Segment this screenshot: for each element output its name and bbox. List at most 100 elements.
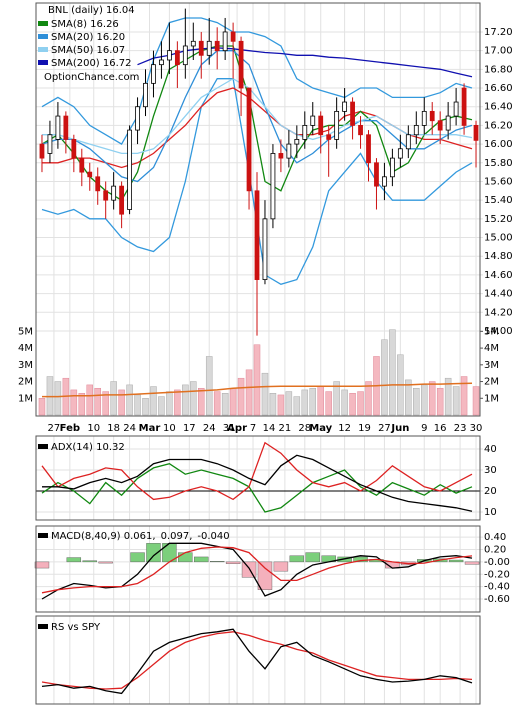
volume-bar xyxy=(341,389,348,416)
volume-bar xyxy=(142,398,149,416)
candle-body xyxy=(119,185,125,215)
candle-body xyxy=(326,134,332,140)
candle-body xyxy=(166,50,172,61)
volume-tick-label: 2M xyxy=(18,377,33,388)
histogram-bar xyxy=(194,556,209,563)
legend-label: 0.097, xyxy=(161,531,193,542)
volume-bar xyxy=(190,381,197,416)
annotation: OptionChance.com xyxy=(44,72,139,83)
series-line xyxy=(41,631,473,690)
candle-body xyxy=(190,40,196,47)
candle-body xyxy=(437,120,443,131)
candle-body xyxy=(453,101,459,117)
candle-body xyxy=(214,40,220,52)
volume-bar xyxy=(277,394,285,416)
volume-bar xyxy=(198,387,205,416)
volume-bar xyxy=(428,381,436,416)
volume-bar xyxy=(365,381,372,416)
volume-bar xyxy=(253,344,261,416)
y-tick-label: 0.40 xyxy=(484,532,506,543)
volume-bar xyxy=(421,384,428,416)
candle-body xyxy=(159,59,164,66)
volume-bar xyxy=(38,398,46,416)
volume-bar xyxy=(166,391,173,416)
legend-label: -0.040 xyxy=(197,531,229,542)
y-tick-label: -0.20 xyxy=(484,569,510,580)
candle-body xyxy=(246,87,252,192)
macd-frame xyxy=(35,525,481,613)
series-line xyxy=(42,454,473,512)
volume-tick-label: 3M xyxy=(18,360,33,371)
volume-bar xyxy=(229,387,237,416)
x-tick-label: 10 xyxy=(87,423,100,434)
candle-body xyxy=(151,64,156,84)
candle-body xyxy=(334,110,340,140)
x-tick-label: 9 xyxy=(421,423,427,434)
histogram-bar xyxy=(130,552,145,563)
candle-body xyxy=(374,162,379,187)
legend-label: SMA(20) 16.20 xyxy=(51,32,125,43)
candle-body xyxy=(222,31,228,52)
volume-bar xyxy=(94,387,101,416)
legend-swatch xyxy=(38,444,48,449)
x-tick-label: 24 xyxy=(203,423,216,434)
candle-body xyxy=(405,134,411,150)
y-tick-label: 20 xyxy=(484,486,497,497)
candle-body xyxy=(342,101,348,112)
legend-swatch xyxy=(38,624,48,629)
candle-body xyxy=(286,143,292,159)
histogram-bar xyxy=(209,561,225,563)
x-tick-label: Feb xyxy=(60,423,80,434)
candle-body xyxy=(461,87,467,126)
y-tick-label: 14.00 xyxy=(484,326,513,337)
x-tick-label: Mar xyxy=(139,423,161,434)
candle-body xyxy=(413,125,419,136)
histogram-bar xyxy=(273,561,289,572)
volume-bar xyxy=(182,384,189,416)
candle-body xyxy=(87,171,93,178)
volume-bar xyxy=(118,389,125,416)
price-frame xyxy=(35,2,481,417)
legend-swatch xyxy=(38,34,48,39)
y-tick-label: 16.80 xyxy=(484,64,513,75)
volume-bar xyxy=(436,387,444,416)
volume-bar xyxy=(261,372,269,416)
y-tick-label: -0.60 xyxy=(484,594,510,605)
volume-bar xyxy=(78,393,86,416)
y-tick-label: 17.20 xyxy=(484,27,513,38)
candle-body xyxy=(47,134,53,154)
candle-body xyxy=(318,115,324,136)
candle-body xyxy=(238,40,244,89)
volume-bar xyxy=(54,381,62,416)
y-tick-label: 16.40 xyxy=(484,102,513,113)
histogram-bar xyxy=(178,552,193,563)
y-tick-label: 15.00 xyxy=(484,233,513,244)
volume-average xyxy=(42,382,473,398)
series-line xyxy=(41,546,473,594)
volume-bar xyxy=(349,393,356,416)
volume-bar xyxy=(405,379,412,416)
volume-bar xyxy=(86,384,94,416)
candle-body xyxy=(358,125,363,136)
volume-bar xyxy=(381,339,388,416)
y-tick-label: -0.40 xyxy=(484,582,510,593)
histogram-bar xyxy=(448,559,464,563)
candle-body xyxy=(397,148,403,159)
legend-label: MACD(8,40,9) 0.061, xyxy=(51,531,156,542)
x-tick-label: 7 xyxy=(250,423,256,434)
candle-body xyxy=(310,115,316,126)
volume-bar xyxy=(333,381,340,416)
y-tick-label: 4M xyxy=(484,343,499,354)
candle-body xyxy=(254,190,260,280)
candle-body xyxy=(182,45,188,66)
volume-tick-label: 1M xyxy=(18,393,33,404)
y-tick-label: 40 xyxy=(484,444,497,455)
y-tick-label: 0.20 xyxy=(484,545,506,556)
volume-bar xyxy=(134,394,141,416)
histogram-bar xyxy=(241,561,257,578)
candle-body xyxy=(143,82,148,108)
volume-bar xyxy=(221,393,229,416)
